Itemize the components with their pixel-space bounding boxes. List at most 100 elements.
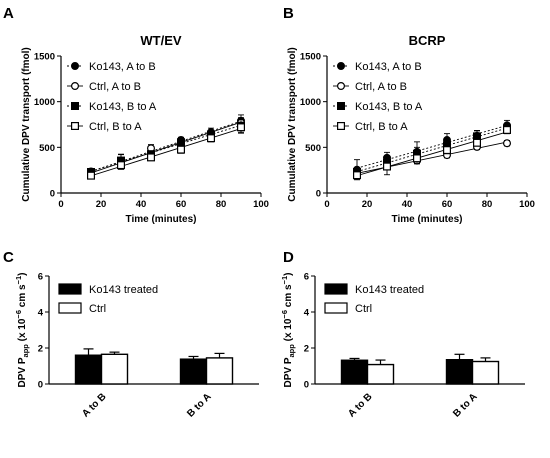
legend-entry: Ctrl, B to A: [333, 121, 408, 133]
legend-swatch: [324, 283, 348, 295]
data-point: [503, 125, 512, 134]
series-fit-line: [356, 127, 508, 173]
y-tick-label: 4: [38, 308, 44, 319]
y-tick-label: 0: [50, 189, 55, 200]
bar: [205, 357, 234, 385]
x-tick-label: 100: [519, 199, 535, 210]
legend-entry: Ctrl, A to B: [67, 81, 141, 93]
legend-swatch: [58, 283, 82, 295]
y-tick-label: 1500: [34, 52, 55, 63]
x-tick-label: 60: [442, 199, 453, 210]
y-tick-label: 2: [38, 344, 43, 355]
y-tick-label: 6: [38, 272, 43, 283]
x-tick-label: 100: [253, 199, 269, 210]
x-tick-label: 0: [58, 199, 63, 210]
legend-entry: Ko143, B to A: [67, 101, 157, 113]
data-point: [413, 154, 422, 163]
data-point: [473, 138, 482, 147]
x-tick-label: 20: [362, 199, 373, 210]
y-tick-label: 500: [39, 143, 55, 154]
series-2: [353, 139, 512, 179]
legend-label: Ko143, A to B: [89, 61, 156, 73]
series-4: [353, 125, 512, 180]
x-tick-label: 80: [216, 199, 227, 210]
legend-label: Ko143 treated: [89, 284, 158, 296]
data-point: [337, 121, 346, 130]
bar: [179, 358, 208, 385]
legend-entry: Ko143 treated: [58, 283, 158, 296]
data-point: [237, 123, 246, 132]
legend-label: Ctrl, A to B: [89, 81, 141, 93]
data-point: [337, 81, 346, 90]
legend-entry: Ko143 treated: [324, 283, 424, 296]
x-tick-label: 80: [482, 199, 493, 210]
bar: [366, 363, 395, 385]
y-tick-label: 500: [305, 143, 321, 154]
y-tick-label: 6: [304, 272, 309, 283]
category-label: A to B: [80, 391, 108, 419]
x-axis-title: Time (minutes): [392, 214, 463, 225]
data-point: [177, 145, 186, 154]
legend-label: Ctrl: [89, 303, 106, 315]
y-tick-label: 0: [316, 189, 321, 200]
data-point: [337, 101, 346, 110]
legend-entry: Ctrl, A to B: [333, 81, 407, 93]
data-point: [207, 134, 216, 143]
data-point: [70, 121, 79, 130]
data-point: [86, 171, 95, 180]
y-axis-title: DPV Papp (x 10−6 cm s−1): [280, 273, 296, 388]
data-point: [116, 161, 125, 170]
data-point: [70, 61, 79, 70]
legend-entry: Ctrl: [58, 302, 106, 315]
y-axis-title: Cumulative DPV transport (fmol): [21, 47, 32, 201]
legend-entry: Ctrl, B to A: [67, 121, 142, 133]
x-tick-label: 40: [136, 199, 147, 210]
y-tick-label: 1000: [34, 97, 55, 108]
x-tick-label: 20: [96, 199, 107, 210]
panel-d-bar-chart: 0 2 4 6 DPV Papp (x 10−6 cm s−1) A to B B to A…: [280, 272, 525, 420]
legend-swatch: [58, 302, 82, 314]
data-point: [70, 101, 79, 110]
category-label: B to A: [185, 391, 213, 419]
panel-letter-b: B: [283, 5, 294, 22]
category-label: B to A: [451, 391, 479, 419]
bar: [74, 354, 103, 385]
panel-letter-c: C: [3, 249, 14, 266]
panel-c-bar-chart: 0 2 4 6 DPV Papp (x 10−6 cm s−1) A to B B to A…: [14, 272, 259, 420]
x-tick-label: 60: [176, 199, 187, 210]
panel-letter-a: A: [3, 5, 14, 22]
chart-title: WT/EV: [140, 33, 181, 48]
data-point: [443, 146, 452, 155]
y-tick-label: 0: [304, 380, 309, 391]
legend-entry: Ko143, B to A: [333, 101, 423, 113]
series-fit-line: [90, 121, 242, 174]
bar: [471, 360, 500, 385]
legend-label: Ctrl, B to A: [355, 121, 408, 133]
x-axis-title: Time (minutes): [126, 214, 197, 225]
series-fit-line: [90, 128, 242, 177]
data-point: [177, 138, 186, 147]
legend-entry: Ctrl: [324, 302, 372, 315]
bar: [100, 353, 129, 385]
panel-letter-d: D: [283, 249, 294, 266]
data-point: [503, 139, 512, 148]
x-tick-label: 0: [324, 199, 329, 210]
y-tick-label: 0: [38, 380, 43, 391]
legend-label: Ko143, B to A: [89, 101, 157, 113]
y-tick-label: 4: [304, 308, 310, 319]
legend-label: Ctrl, B to A: [89, 121, 142, 133]
data-point: [337, 61, 346, 70]
legend-entry: Ko143, A to B: [67, 61, 156, 73]
legend-entry: Ko143, A to B: [333, 61, 422, 73]
bar: [445, 359, 474, 385]
chart-title: BCRP: [409, 33, 446, 48]
series-fit-line: [356, 131, 508, 177]
y-axis-title: DPV Papp (x 10−6 cm s−1): [14, 273, 30, 388]
y-tick-label: 1000: [300, 97, 321, 108]
data-point: [383, 162, 392, 171]
legend-label: Ctrl: [355, 303, 372, 315]
legend-label: Ko143 treated: [355, 284, 424, 296]
